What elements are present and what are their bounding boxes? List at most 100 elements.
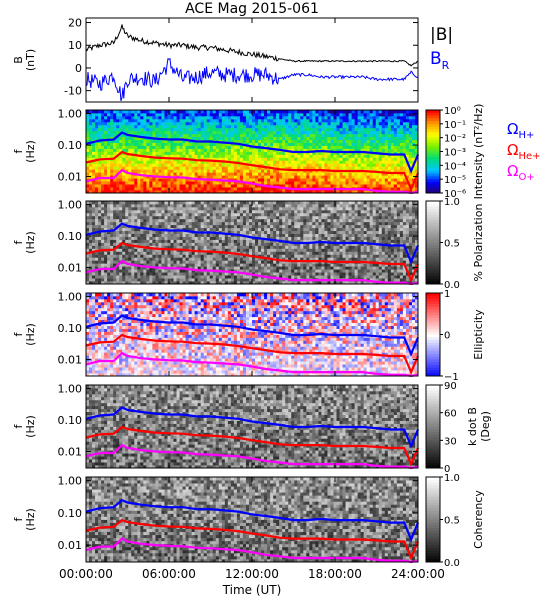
heatmap-cell [176,269,180,273]
heatmap-cell [125,233,129,237]
heatmap-cell [276,142,280,146]
heatmap-cell [137,175,141,179]
heatmap-cell [95,133,99,138]
heatmap-cell [188,254,193,258]
heatmap-cell [125,281,129,285]
heatmap-cell [146,254,150,258]
heatmap-cell [86,230,90,234]
heatmap-cell [149,248,153,252]
heatmap-cell [230,187,235,191]
heatmap-cell [182,110,186,114]
heatmap-cell [170,278,174,282]
heatmap-cell [381,115,386,120]
heatmap-cell [146,272,150,276]
heatmap-cell [95,278,99,282]
heatmap-cell [152,187,156,191]
heatmap-cell [345,133,349,138]
heatmap-cell [89,260,93,264]
heatmap-cell [224,275,229,279]
heatmap-cell [405,166,410,170]
heatmap-cell [411,127,416,132]
heatmap-cell [354,127,359,132]
heatmap-cell [375,160,380,164]
heatmap-cell [224,187,229,191]
heatmap-cell [104,110,108,114]
heatmap-cell [197,251,202,255]
heatmap-cell [230,218,235,223]
colorbar-segment [426,132,440,136]
heatmap-cell [288,124,292,129]
heatmap-cell [158,272,162,276]
heatmap-cell [230,130,235,135]
heatmap-cell [264,172,268,176]
heatmap-cell [188,115,193,120]
heatmap-cell [276,221,280,226]
heatmap-cell [176,118,180,123]
heatmap-cell [161,201,165,205]
heatmap-cell [95,239,99,243]
heatmap-cell [200,112,205,117]
heatmap-cell [236,148,241,152]
heatmap-cell [330,151,334,155]
heatmap-cell [119,175,123,179]
heatmap-cell [104,227,108,232]
heatmap-cell [101,142,105,146]
heatmap-cell [321,172,325,176]
heatmap-cell [342,115,346,120]
heatmap-cell [122,181,126,185]
heatmap-cell [101,203,105,208]
heatmap-cell [245,236,250,240]
heatmap-cell [270,212,274,217]
heatmap-cell [176,148,180,152]
heatmap-cell [330,142,334,146]
heatmap-cell [113,260,117,264]
heatmap-cell [95,227,99,232]
heatmap-cell [176,209,180,214]
heatmap-cell [119,181,123,185]
heatmap-cell [179,224,183,229]
heatmap-cell [98,245,102,249]
heatmap-cell [339,175,343,179]
heatmap-cell [248,263,253,267]
heatmap-cell [384,130,389,135]
heatmap-cell [303,142,307,146]
heatmap-cell [95,236,99,240]
heatmap-cell [230,224,235,229]
heatmap-cell [206,130,211,135]
heatmap-cell [89,127,93,132]
heatmap-cell [128,139,132,143]
heatmap-cell [188,112,193,117]
heatmap-cell [116,190,120,194]
heatmap-cell [173,230,177,234]
heatmap-cell [245,169,250,173]
heatmap-cell [203,136,208,141]
heatmap-cell [230,184,235,188]
heatmap-cell [408,163,413,167]
heatmap-cell [372,121,377,126]
heatmap-cell [282,169,286,173]
heatmap-cell [170,145,174,149]
heatmap-cell [128,221,132,226]
heatmap-cell [197,175,202,179]
heatmap-cell [191,269,196,273]
heatmap-cell [276,121,280,126]
heatmap-cell [387,178,392,182]
heatmap-cell [113,169,117,173]
heatmap-cell [221,221,226,226]
heatmap-cell [384,139,389,143]
heatmap-cell [137,163,141,167]
heatmap-cell [188,175,193,179]
heatmap-cell [288,115,292,120]
heatmap-cell [209,203,214,208]
heatmap-cell [137,118,141,123]
heatmap-cell [173,236,177,240]
heatmap-cell [324,118,328,123]
heatmap-cell [188,260,193,264]
colorbar-segment [426,162,440,166]
heatmap-cell [239,221,244,226]
heatmap-cell [104,260,108,264]
heatmap-cell [245,278,250,282]
y-tick-label: 20 [68,17,82,30]
heatmap-cell [206,254,211,258]
heatmap-cell [101,224,105,229]
